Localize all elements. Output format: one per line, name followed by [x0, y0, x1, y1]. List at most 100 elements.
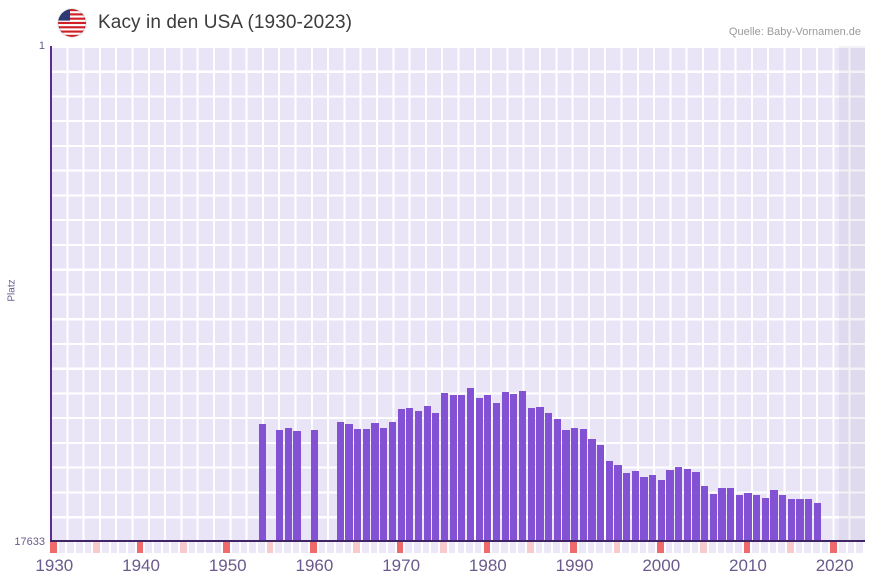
x-axis-tick-cell	[50, 542, 59, 553]
x-axis-tick-cell	[405, 542, 415, 553]
x-axis-tick-cell	[691, 542, 701, 553]
x-axis-tick-cell	[284, 542, 293, 553]
x-axis-tick-cell	[197, 542, 207, 553]
x-axis-tick-cell	[578, 542, 588, 553]
x-axis-tick-cell	[492, 542, 501, 553]
bar	[709, 493, 717, 541]
x-axis-tick-cell	[301, 542, 311, 553]
x-axis-tick-cell	[457, 542, 467, 553]
x-axis-tick-cell	[674, 542, 683, 553]
x-axis-tick-cell	[110, 542, 120, 553]
bar	[770, 489, 778, 541]
bar	[414, 410, 423, 541]
x-axis-tick-cell	[136, 542, 146, 553]
bar	[726, 488, 735, 541]
x-axis-label: 1940	[122, 556, 160, 575]
x-axis-tick-cell	[93, 542, 102, 553]
bar	[735, 494, 743, 541]
x-axis-tick-cell	[474, 542, 484, 553]
x-axis-tick-cell	[206, 542, 215, 553]
bar	[631, 471, 639, 541]
bar	[752, 495, 761, 541]
bar	[640, 477, 648, 541]
source-label: Quelle: Baby-Vornamen.de	[728, 26, 861, 38]
bar	[258, 424, 267, 541]
us-flag-icon	[58, 9, 86, 37]
bar	[423, 405, 431, 541]
bar	[657, 479, 665, 541]
x-axis-tick-cell	[154, 542, 163, 553]
bar	[432, 413, 440, 541]
x-axis-line	[50, 540, 865, 542]
bar	[544, 412, 553, 541]
x-axis-tick-cell	[102, 542, 111, 553]
x-axis-tick-cell	[552, 542, 562, 553]
x-axis-tick-cell	[422, 542, 432, 553]
bar	[761, 497, 769, 541]
x-axis-tick-cell	[830, 542, 839, 553]
bar	[276, 429, 284, 541]
bar	[284, 428, 293, 541]
x-axis-tick-cell	[752, 542, 761, 553]
x-axis-tick-cell	[388, 542, 397, 553]
x-axis-tick-cell	[318, 542, 328, 553]
x-axis-tick-cell	[370, 542, 380, 553]
bar	[718, 488, 726, 541]
x-axis-tick-cell	[847, 542, 857, 553]
bar	[406, 407, 414, 541]
bar	[805, 498, 813, 541]
bar	[501, 391, 509, 541]
x-axis-tick-cell	[648, 542, 657, 553]
bar	[648, 474, 657, 541]
bar	[492, 402, 501, 541]
x-axis-tick-cell	[838, 542, 848, 553]
bar	[570, 427, 579, 541]
x-axis-tick-cell	[587, 542, 597, 553]
x-axis-tick-cell	[171, 542, 181, 553]
bar	[458, 395, 466, 541]
x-axis-tick-cell	[726, 542, 735, 553]
bar	[614, 465, 622, 541]
x-axis-tick-cell	[734, 542, 744, 553]
x-axis-tick-cell	[327, 542, 337, 553]
bar	[683, 469, 691, 541]
bar	[371, 423, 379, 541]
bar	[354, 428, 362, 541]
bar	[596, 445, 605, 541]
x-axis-tick-cell	[128, 542, 137, 553]
x-axis-tick-cell	[76, 542, 85, 553]
x-axis-tick-cell	[119, 542, 129, 553]
x-axis-tick-cell	[310, 542, 319, 553]
bar-series	[50, 46, 865, 541]
x-axis-tick-cell	[292, 542, 302, 553]
x-axis-tick-cell	[561, 542, 571, 553]
x-axis-tick-cell	[630, 542, 640, 553]
bar	[310, 430, 319, 541]
x-axis-tick-cell	[84, 542, 94, 553]
y-axis-tick-bottom: 17633	[14, 536, 45, 548]
y-axis-title: Platz	[6, 279, 18, 302]
x-axis-tick-cell	[682, 542, 692, 553]
x-axis-tick-cell	[812, 542, 822, 553]
x-axis-tick-cell	[500, 542, 510, 553]
x-axis-label: 2010	[729, 556, 767, 575]
plot-area	[50, 46, 865, 541]
x-axis-tick-cell	[258, 542, 267, 553]
x-axis-tick-cell	[717, 542, 727, 553]
x-axis-tick-cell	[67, 542, 76, 553]
bar	[778, 494, 787, 541]
x-axis-tick-cell	[336, 542, 345, 553]
x-axis-tick-cell	[145, 542, 155, 553]
bar	[484, 394, 492, 541]
x-axis-tick-cell	[362, 542, 371, 553]
x-axis-label: 1930	[35, 556, 74, 575]
bar	[692, 472, 700, 541]
bar	[362, 428, 371, 541]
x-axis-tick-cell	[700, 542, 709, 553]
bar	[536, 406, 544, 541]
x-axis-tick-cell	[214, 542, 224, 553]
bar	[674, 467, 683, 541]
x-axis-tick-cell	[795, 542, 805, 553]
x-axis-tick-cell	[353, 542, 363, 553]
bar	[700, 486, 709, 541]
